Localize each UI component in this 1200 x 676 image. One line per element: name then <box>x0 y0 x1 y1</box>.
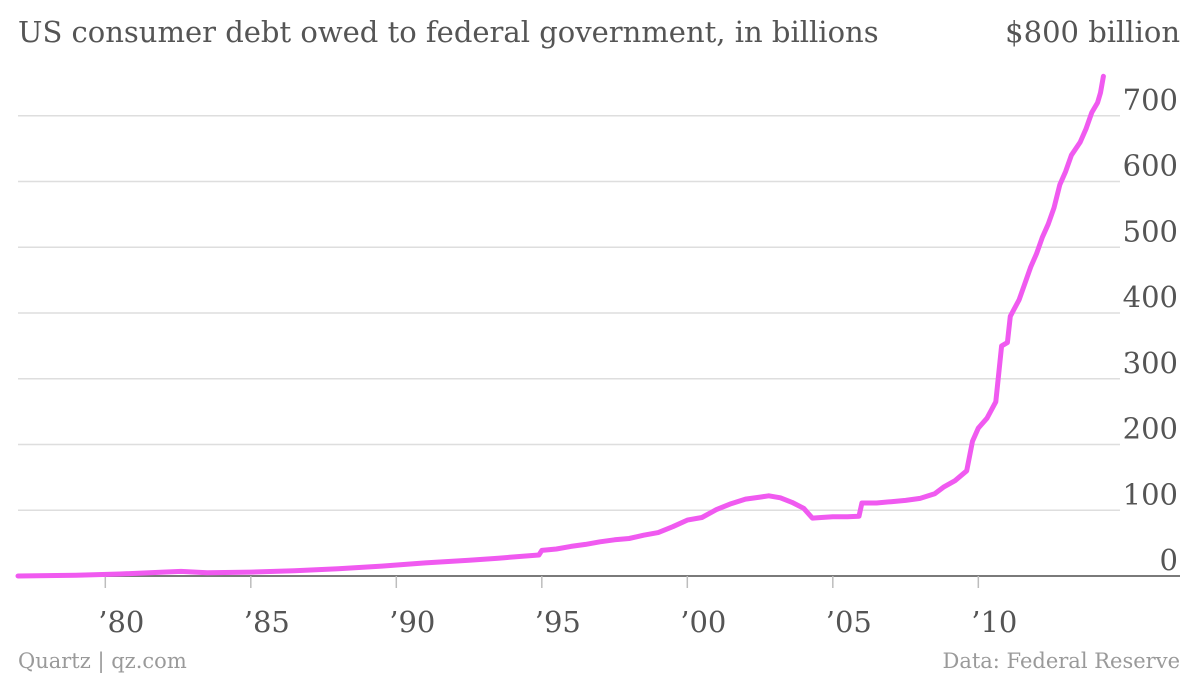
gridlines <box>18 115 1180 577</box>
x-tick-label-1995: ’95 <box>535 605 581 639</box>
series-group <box>15 73 1106 579</box>
y-tick-label-300: 300 <box>1123 346 1178 380</box>
y-tick-label-700: 700 <box>1123 83 1178 117</box>
y-tick-label-0: 0 <box>1160 543 1178 577</box>
x-tick-label-2005: ’05 <box>826 605 872 639</box>
data-source: Data: Federal Reserve <box>942 649 1180 673</box>
x-tick-label-1980: ’80 <box>98 605 144 639</box>
source-credit: Quartz | qz.com <box>18 649 187 674</box>
y-tick-label-500: 500 <box>1123 214 1178 248</box>
chart-title: US consumer debt owed to federal governm… <box>18 15 879 49</box>
y-tick-label-100: 100 <box>1123 477 1178 511</box>
y-axis-ticks: 0 100 200 300 400 500 600 700 <box>1123 83 1178 577</box>
x-axis-ticks: ’80 ’85 ’90 ’95 ’00 ’05 ’10 <box>98 576 1017 639</box>
y-tick-label-600: 600 <box>1123 149 1178 183</box>
unit-label: $800 billion <box>1005 15 1180 49</box>
y-tick-label-400: 400 <box>1123 280 1178 314</box>
series-line-0 <box>15 73 1106 579</box>
x-tick-label-2000: ’00 <box>680 605 726 639</box>
x-tick-label-2010: ’10 <box>971 605 1017 639</box>
y-tick-label-200: 200 <box>1123 412 1178 446</box>
x-tick-label-1990: ’90 <box>389 605 435 639</box>
x-tick-label-1985: ’85 <box>244 605 290 639</box>
